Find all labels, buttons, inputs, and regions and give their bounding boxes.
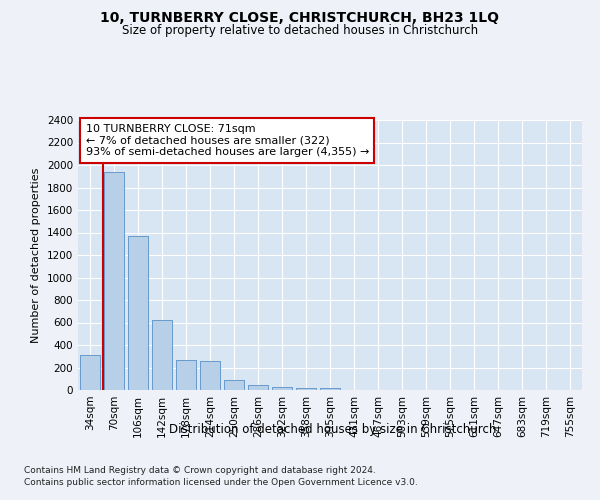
Bar <box>224 380 244 390</box>
Bar <box>200 361 220 390</box>
Text: Contains HM Land Registry data © Crown copyright and database right 2024.: Contains HM Land Registry data © Crown c… <box>24 466 376 475</box>
Bar <box>104 172 124 390</box>
Bar <box>248 385 268 390</box>
Bar <box>128 236 148 390</box>
Text: Distribution of detached houses by size in Christchurch: Distribution of detached houses by size … <box>169 422 497 436</box>
Text: Size of property relative to detached houses in Christchurch: Size of property relative to detached ho… <box>122 24 478 37</box>
Text: 10 TURNBERRY CLOSE: 71sqm
← 7% of detached houses are smaller (322)
93% of semi-: 10 TURNBERRY CLOSE: 71sqm ← 7% of detach… <box>86 124 369 157</box>
Text: Contains public sector information licensed under the Open Government Licence v3: Contains public sector information licen… <box>24 478 418 487</box>
Bar <box>176 360 196 390</box>
Bar <box>296 388 316 390</box>
Bar <box>152 320 172 390</box>
Bar <box>272 386 292 390</box>
Y-axis label: Number of detached properties: Number of detached properties <box>31 168 41 342</box>
Text: 10, TURNBERRY CLOSE, CHRISTCHURCH, BH23 1LQ: 10, TURNBERRY CLOSE, CHRISTCHURCH, BH23 … <box>101 11 499 25</box>
Bar <box>80 355 100 390</box>
Bar <box>320 388 340 390</box>
